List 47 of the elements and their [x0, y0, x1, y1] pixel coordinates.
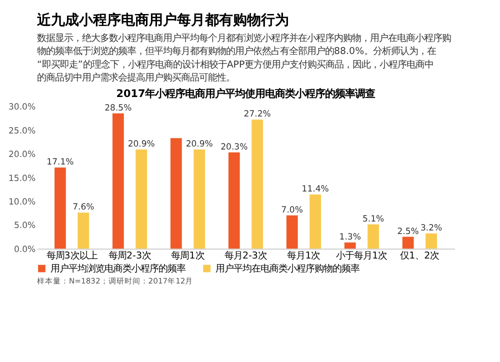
x-tick-label: 小于每月1次 — [336, 250, 388, 262]
legend-label: 用户平均在电商类小程序购物的频率 — [215, 263, 360, 274]
bar — [402, 236, 414, 249]
y-tick-label: 25.0% — [8, 126, 36, 136]
data-label: 27.2% — [244, 110, 271, 120]
text: 样本量：N=1832；调研时间：2017年12月 — [37, 276, 194, 286]
bar — [78, 212, 90, 249]
bar — [228, 152, 240, 249]
x-tick-label: 每周1次 — [171, 250, 204, 262]
data-label: 2.5% — [397, 226, 419, 237]
data-label: 5.1% — [362, 214, 384, 225]
bar — [54, 168, 66, 249]
y-tick-label: 5.0% — [14, 221, 36, 232]
bar — [136, 149, 148, 249]
bar — [368, 224, 379, 249]
bar — [426, 233, 437, 249]
x-tick-label: 每周3次以上 — [46, 250, 98, 262]
bar — [310, 194, 321, 249]
data-label: 1.3% — [339, 232, 361, 243]
y-tick-label: 20.0% — [8, 150, 36, 160]
x-tick-label: 每月1次 — [287, 250, 320, 262]
data-label: 20.9% — [186, 140, 213, 150]
data-label: 17.1% — [46, 158, 74, 168]
x-tick-label: 仅1、2次 — [400, 250, 440, 262]
data-label: 3.2% — [420, 224, 442, 234]
bar — [344, 242, 356, 249]
chart-title: 2017年小程序电商用户平均使用电商类小程序的频率调查 — [116, 88, 376, 100]
y-tick-label: 30.0% — [8, 102, 36, 113]
legend-label: 用户平均浏览电商类小程序的频率 — [50, 263, 186, 274]
data-label: 7.6% — [72, 202, 94, 213]
data-label: 20.3% — [220, 142, 248, 152]
text: 近九成小程序电商用户每月都有购物行为 — [36, 12, 289, 29]
y-tick-label: 15.0% — [8, 174, 36, 184]
x-tick-label: 每周2-3次 — [108, 250, 152, 262]
bar — [194, 149, 206, 249]
y-tick-label: 10.0% — [8, 198, 36, 208]
data-label: 20.9% — [128, 140, 155, 150]
data-label: 7.0% — [281, 206, 303, 216]
x-tick-label: 每月2-3次 — [224, 250, 267, 262]
data-label: 28.5% — [104, 104, 132, 114]
data-label: 11.4% — [302, 184, 329, 195]
bar — [112, 113, 124, 249]
bar — [170, 138, 182, 249]
text: 数据显示，绝大多数小程序电商用户平均每个月都有浏览小程序并在小程序内购物，用户在电商小程序购物的频率低于浏览的频率，但平均每月都有购物的用户依然占有全部用户的88.0%。分析师认为，在“即买即走”的理念下，小程序电商的设计相较于APP更方便用户支付购买商品，因此，小程序电商中的商品切中用户需求会提高用户购买商品可能性。 — [37, 32, 451, 84]
y-tick-label: 0.0% — [14, 244, 36, 255]
bar — [286, 215, 298, 249]
bar — [252, 120, 264, 249]
